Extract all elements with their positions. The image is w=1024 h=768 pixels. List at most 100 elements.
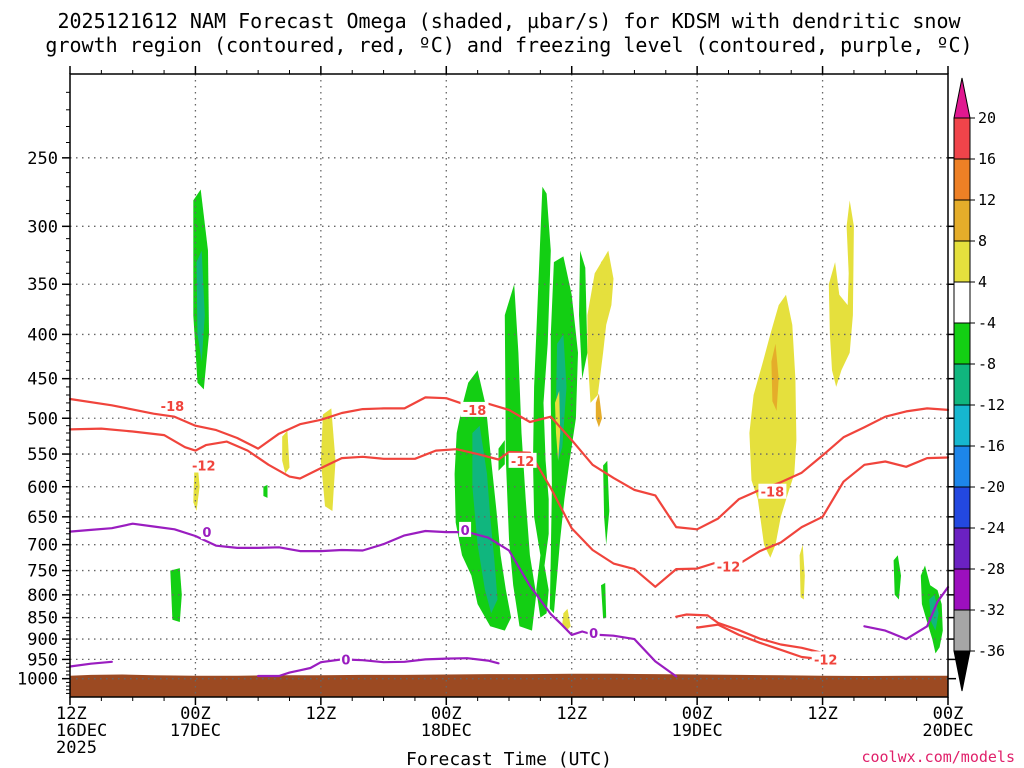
y-tick-label-550: 550 [27, 445, 58, 465]
x-axis-label: Forecast Time (UTC) [406, 749, 612, 768]
omega-patch-6 [320, 408, 336, 511]
contour-label-8: 0 [461, 524, 470, 539]
omega-patch-8 [472, 425, 498, 614]
x-tick-label-1-0: 00Z [180, 704, 211, 724]
contour-label-bg-2 [460, 401, 489, 417]
colorbar-label-12: -32 [978, 601, 1005, 619]
x-tick-label-7-1: 20DEC [922, 721, 973, 741]
colorbar-bin-6 [953, 363, 971, 406]
colorbar-label-9: -20 [978, 478, 1005, 496]
colorbar-bin-1 [953, 158, 971, 201]
contour-label-bg-7 [200, 524, 213, 540]
colorbar-over-triangle [953, 77, 971, 119]
colorbar-bin-9 [953, 486, 971, 529]
contour-label-bg-8 [459, 521, 472, 537]
contour-label-7: 0 [202, 526, 211, 541]
chart-title-line1: 2025121612 NAM Forecast Omega (shaded, µ… [57, 9, 961, 33]
omega-patch-18 [601, 256, 608, 295]
colorbar-bin-2 [953, 199, 971, 242]
colorbar-bin-5 [953, 322, 971, 365]
contour-label-bg-9 [339, 651, 352, 667]
omega-patch-5 [282, 430, 290, 474]
y-tick-label-600: 600 [27, 478, 58, 498]
colorbar-label-5: -4 [978, 314, 996, 332]
colorbar-under-triangle [953, 650, 971, 692]
contour-label-bg-3 [508, 452, 537, 468]
colorbar-label-3: 8 [978, 232, 987, 250]
contour-label-bg-4 [758, 483, 787, 499]
x-tick-label-1-1: 17DEC [170, 721, 221, 741]
freezing-contour-main [68, 522, 678, 678]
y-tick-label-750: 750 [27, 562, 58, 582]
omega-patch-17 [587, 250, 614, 403]
omega-patch-3 [263, 484, 268, 498]
x-tick-label-3-1: 18DEC [421, 721, 472, 741]
contour-label-4: -18 [761, 486, 785, 501]
x-tick-label-6-0: 12Z [807, 704, 838, 724]
contour-label-3: -12 [511, 455, 535, 470]
colorbar-bin-12 [953, 609, 971, 652]
x-tick-label-0-2: 2025 [56, 738, 97, 758]
freezing-contour-lower [68, 660, 113, 668]
omega-patch-23 [771, 343, 779, 411]
contour-label-bg-6 [811, 651, 840, 667]
colorbar-bin-10 [953, 527, 971, 570]
x-tick-label-7-0: 00Z [933, 704, 964, 724]
x-tick-label-0-1: 16DEC [56, 721, 107, 741]
dgz-contour-minus18 [68, 396, 950, 531]
y-tick-label-350: 350 [27, 275, 58, 295]
omega-patch-12 [549, 256, 578, 614]
freezing-contour-surface [257, 657, 500, 678]
omega-patch-25 [828, 200, 854, 387]
y-tick-label-700: 700 [27, 536, 58, 556]
contour-label-5: -12 [717, 561, 741, 576]
colorbar-label-8: -16 [978, 437, 1005, 455]
colorbar-label-6: -8 [978, 355, 996, 373]
x-tick-label-3-0: 00Z [431, 704, 462, 724]
y-tick-label-400: 400 [27, 325, 58, 345]
contour-label-bg-1 [189, 457, 218, 473]
x-tick-label-4-0: 12Z [556, 704, 587, 724]
y-tick-label-950: 950 [27, 650, 58, 670]
omega-patch-10 [498, 440, 505, 471]
omega-patch-16 [601, 582, 607, 619]
colorbar-bin-0 [953, 117, 971, 160]
colorbar-bin-4 [953, 281, 971, 324]
omega-patch-2 [170, 568, 182, 622]
y-tick-label-800: 800 [27, 586, 58, 606]
contour-label-10: 0 [589, 627, 598, 642]
colorbar-bin-8 [953, 445, 971, 488]
x-tick-label-0-0: 12Z [56, 704, 87, 724]
colorbar-label-11: -28 [978, 560, 1005, 578]
chart-title-line2: growth region (contoured, red, ºC) and f… [45, 33, 972, 57]
y-tick-label-850: 850 [27, 609, 58, 629]
dgz-contour-minus12-lower2 [696, 623, 824, 661]
colorbar-label-1: 16 [978, 150, 996, 168]
omega-patch-24 [799, 544, 805, 600]
omega-patch-26 [893, 555, 901, 600]
colorbar-bin-7 [953, 404, 971, 447]
credit-text: coolwx.com/models [861, 748, 1015, 766]
contour-label-0: -18 [161, 400, 185, 415]
colorbar-bin-11 [953, 568, 971, 611]
colorbar-label-7: -12 [978, 396, 1005, 414]
colorbar-label-4: 4 [978, 273, 987, 291]
y-tick-label-300: 300 [27, 217, 58, 237]
colorbar: 20 16 12 8 4 -4 -8 -12 -16 -20 -24 -28 -32 -36 [953, 77, 1005, 692]
omega-patch-21 [562, 608, 571, 631]
y-tick-label-1000: 1000 [17, 670, 58, 690]
omega-patch-15 [603, 460, 610, 545]
colorbar-label-10: -24 [978, 519, 1005, 537]
colorbar-bin-3 [953, 240, 971, 283]
omega-patch-11 [533, 186, 551, 618]
y-tick-label-450: 450 [27, 370, 58, 390]
contour-label-bg-10 [587, 624, 600, 640]
colorbar-label-2: 12 [978, 191, 996, 209]
y-tick-label-900: 900 [27, 630, 58, 650]
dgz-contour-minus12-lower [675, 613, 824, 655]
omega-patch-14 [579, 250, 588, 379]
x-tick-label-2-0: 12Z [305, 704, 336, 724]
contour-label-6: -12 [814, 653, 838, 668]
contour-label-bg-5 [714, 558, 743, 574]
